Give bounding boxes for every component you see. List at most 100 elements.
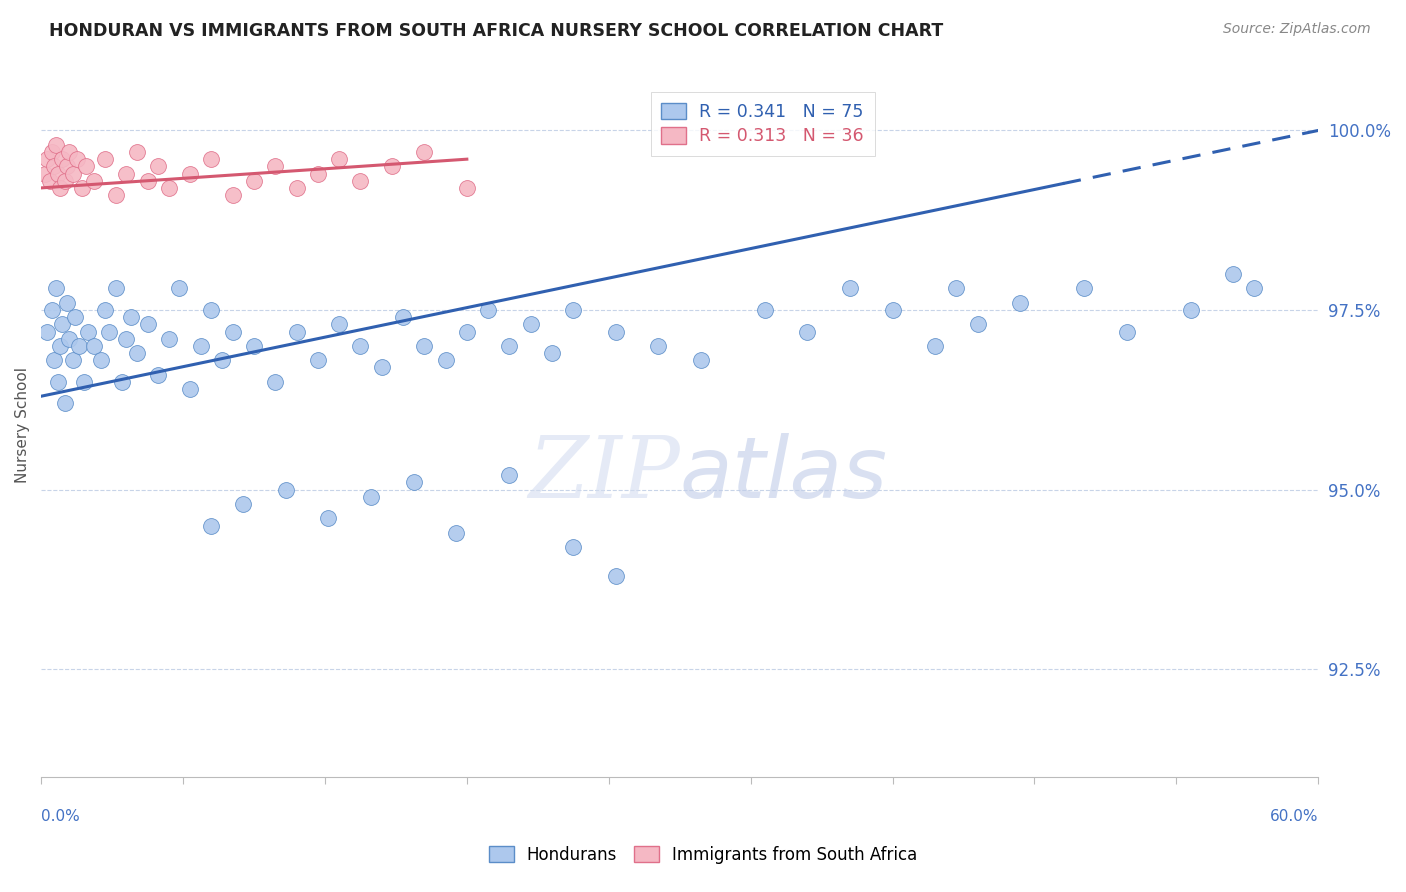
Point — [349, 339, 371, 353]
Point — [796, 325, 818, 339]
Point — [53, 396, 76, 410]
Point — [115, 332, 138, 346]
Point — [75, 160, 97, 174]
Point — [148, 368, 170, 382]
Point — [647, 339, 669, 353]
Point — [605, 569, 627, 583]
Point — [41, 145, 63, 159]
Point — [519, 318, 541, 332]
Point — [49, 339, 72, 353]
Point — [46, 167, 69, 181]
Point — [1115, 325, 1137, 339]
Point — [55, 160, 77, 174]
Point — [38, 174, 60, 188]
Point — [169, 281, 191, 295]
Point — [200, 152, 222, 166]
Point — [83, 174, 105, 188]
Point — [90, 353, 112, 368]
Point — [125, 145, 148, 159]
Text: 60.0%: 60.0% — [1270, 809, 1319, 824]
Point — [45, 137, 67, 152]
Point — [51, 152, 73, 166]
Point — [179, 382, 201, 396]
Point — [37, 325, 59, 339]
Point — [37, 152, 59, 166]
Point — [349, 174, 371, 188]
Point — [498, 339, 520, 353]
Point — [46, 375, 69, 389]
Point — [211, 353, 233, 368]
Point — [66, 152, 89, 166]
Point — [839, 281, 862, 295]
Point — [70, 181, 93, 195]
Point — [1010, 296, 1032, 310]
Point — [232, 497, 254, 511]
Point — [1243, 281, 1265, 295]
Point — [360, 490, 382, 504]
Point — [318, 511, 340, 525]
Point — [200, 303, 222, 318]
Point — [370, 360, 392, 375]
Text: Source: ZipAtlas.com: Source: ZipAtlas.com — [1223, 22, 1371, 37]
Point — [328, 318, 350, 332]
Point — [381, 160, 404, 174]
Point — [307, 167, 329, 181]
Point — [754, 303, 776, 318]
Point — [605, 325, 627, 339]
Point — [498, 468, 520, 483]
Point — [966, 318, 988, 332]
Point — [136, 174, 159, 188]
Point — [541, 346, 564, 360]
Point — [1180, 303, 1202, 318]
Point — [264, 375, 287, 389]
Point — [456, 181, 478, 195]
Point — [179, 167, 201, 181]
Point — [63, 310, 86, 325]
Point — [562, 303, 585, 318]
Point — [285, 325, 308, 339]
Point — [115, 167, 138, 181]
Y-axis label: Nursery School: Nursery School — [15, 367, 30, 483]
Point — [434, 353, 457, 368]
Point — [413, 339, 436, 353]
Point — [49, 181, 72, 195]
Point — [243, 174, 266, 188]
Point — [328, 152, 350, 166]
Point — [190, 339, 212, 353]
Point — [200, 518, 222, 533]
Point — [58, 332, 80, 346]
Point — [53, 174, 76, 188]
Point — [562, 540, 585, 554]
Point — [285, 181, 308, 195]
Legend: R = 0.341   N = 75, R = 0.313   N = 36: R = 0.341 N = 75, R = 0.313 N = 36 — [651, 92, 875, 155]
Point — [456, 325, 478, 339]
Point — [221, 188, 243, 202]
Legend: Hondurans, Immigrants from South Africa: Hondurans, Immigrants from South Africa — [482, 839, 924, 871]
Text: ZIP: ZIP — [527, 433, 679, 516]
Point — [882, 303, 904, 318]
Point — [73, 375, 96, 389]
Point — [58, 145, 80, 159]
Point — [55, 296, 77, 310]
Point — [444, 525, 467, 540]
Point — [104, 188, 127, 202]
Point — [243, 339, 266, 353]
Text: 0.0%: 0.0% — [41, 809, 80, 824]
Point — [42, 353, 65, 368]
Point — [413, 145, 436, 159]
Point — [77, 325, 100, 339]
Point — [307, 353, 329, 368]
Point — [51, 318, 73, 332]
Text: HONDURAN VS IMMIGRANTS FROM SOUTH AFRICA NURSERY SCHOOL CORRELATION CHART: HONDURAN VS IMMIGRANTS FROM SOUTH AFRICA… — [49, 22, 943, 40]
Point — [67, 339, 90, 353]
Point — [136, 318, 159, 332]
Point — [45, 281, 67, 295]
Point — [83, 339, 105, 353]
Text: atlas: atlas — [679, 433, 887, 516]
Point — [157, 332, 180, 346]
Point — [392, 310, 415, 325]
Point — [221, 325, 243, 339]
Point — [1222, 267, 1244, 281]
Point — [264, 160, 287, 174]
Point — [104, 281, 127, 295]
